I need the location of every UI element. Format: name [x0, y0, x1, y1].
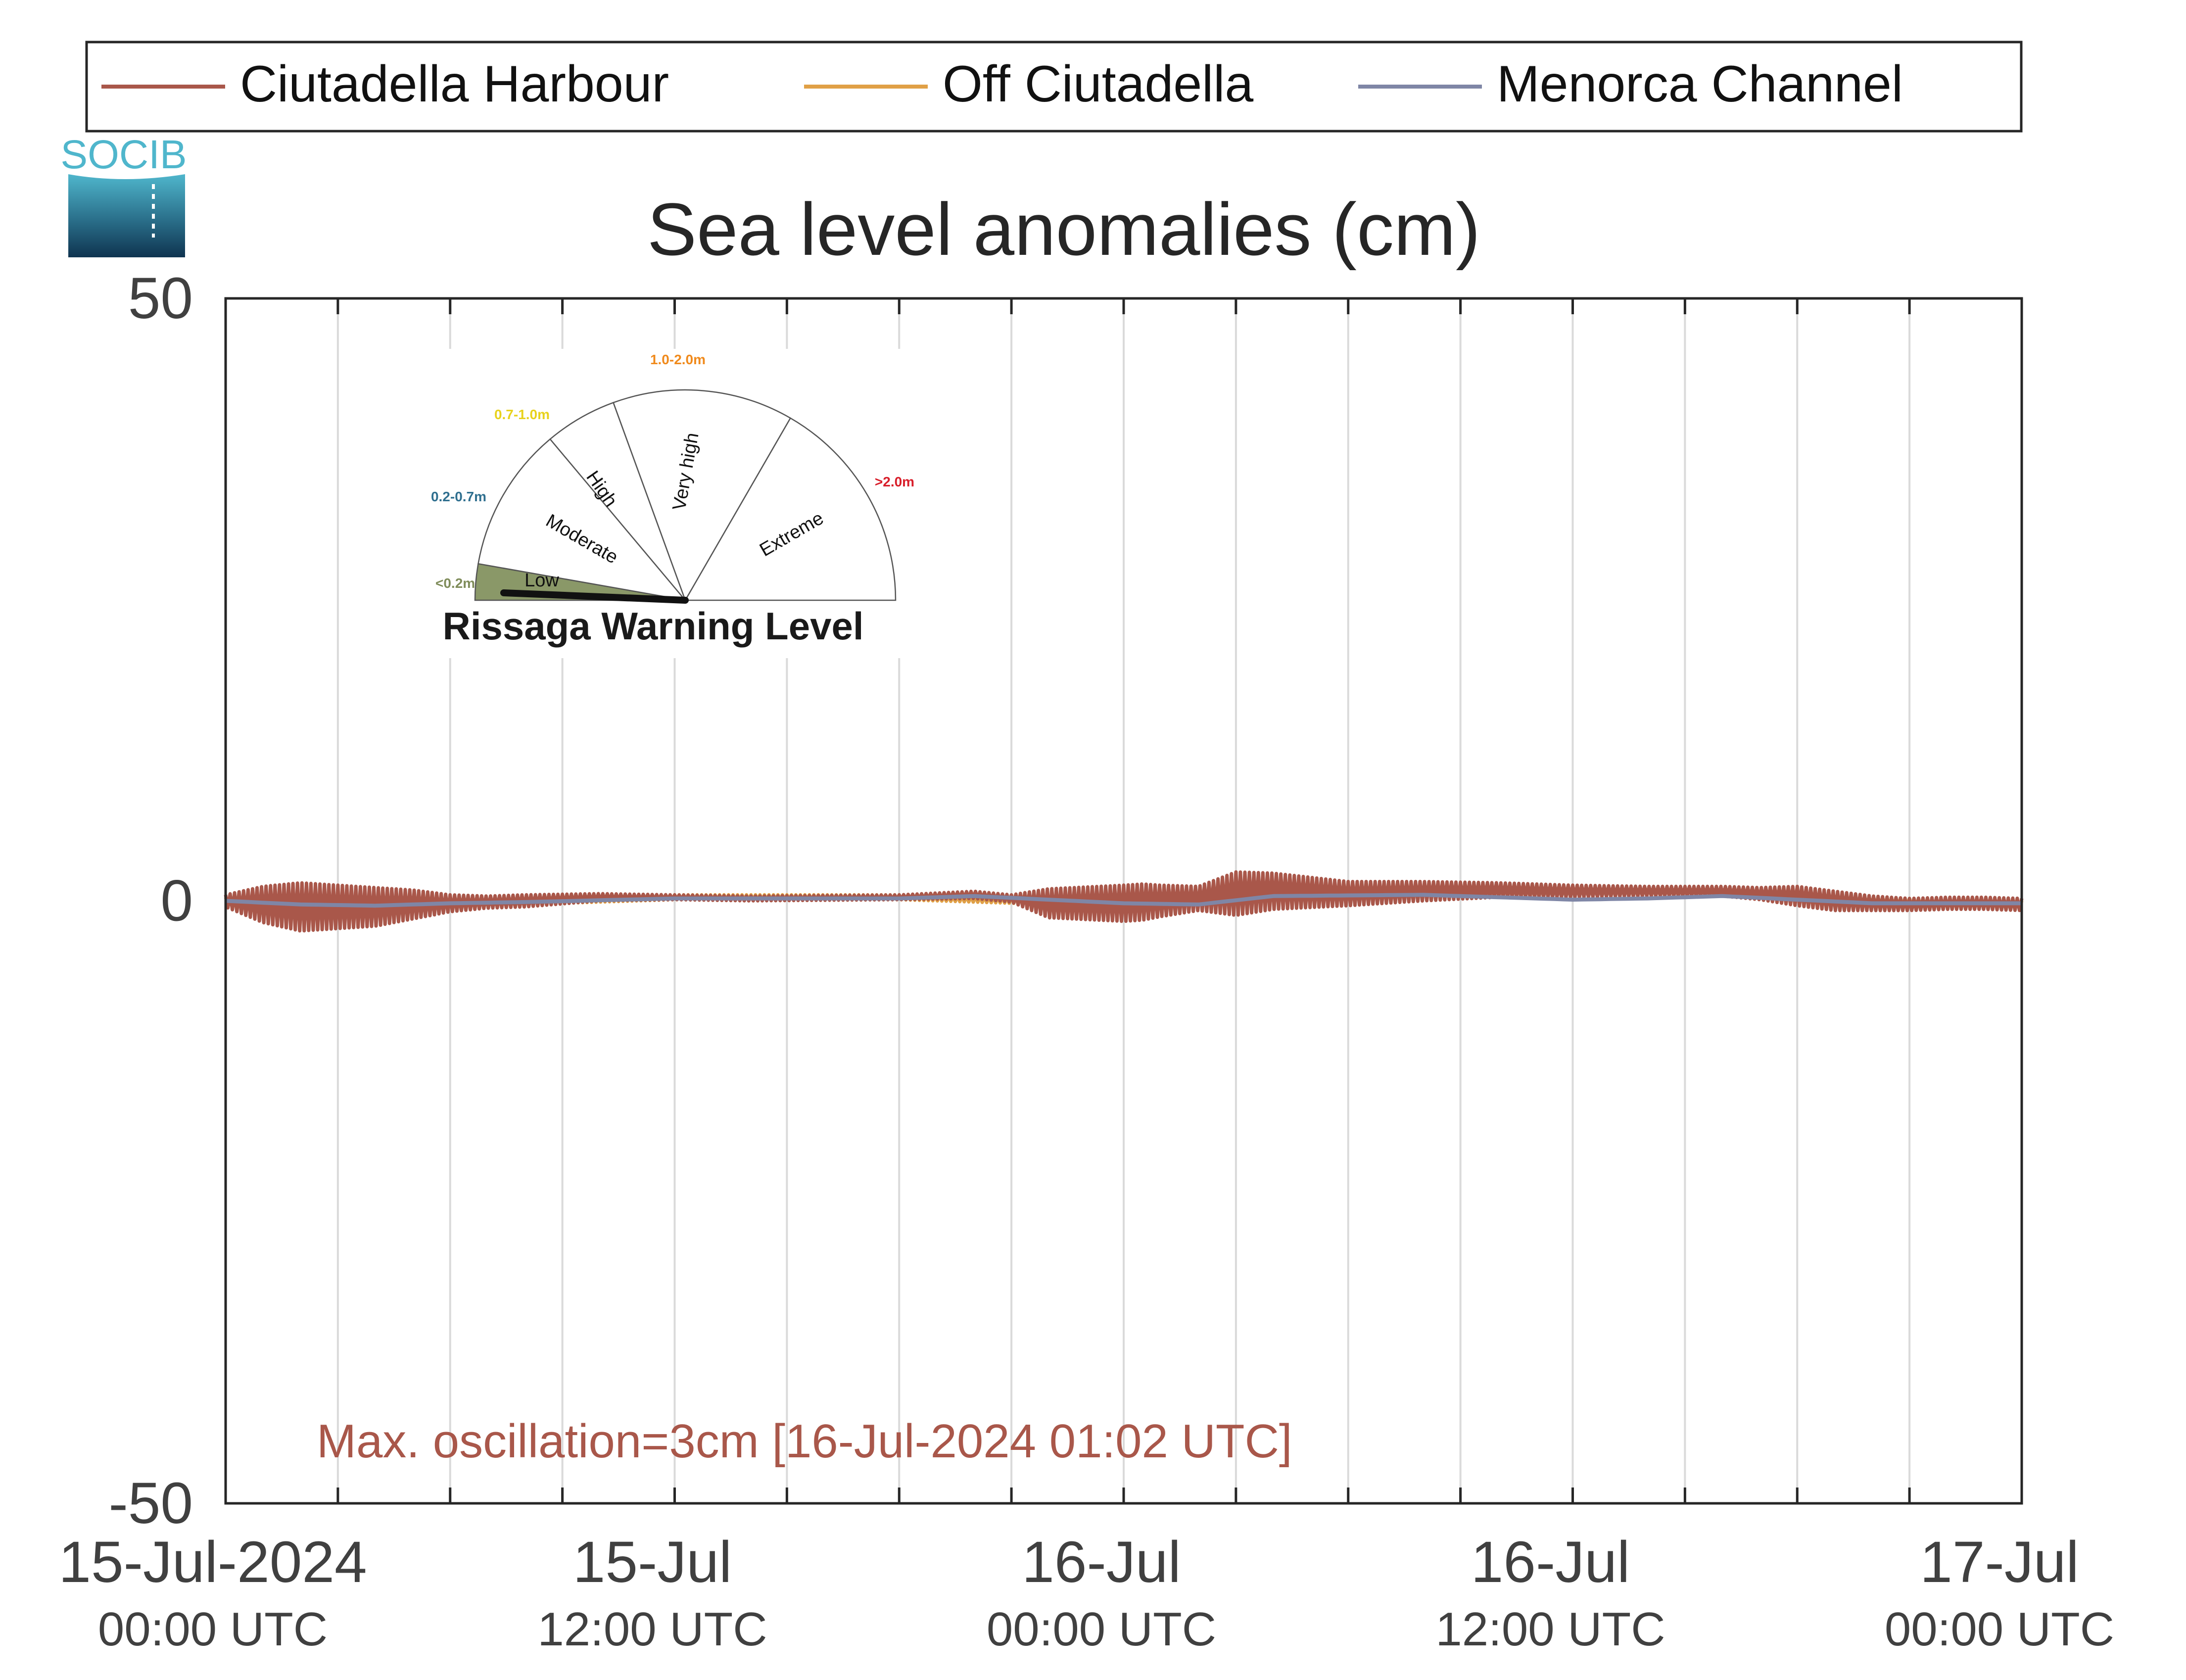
socib-logo-text: SOCIB — [60, 132, 187, 177]
legend-item-off-ciutadella: Off Ciutadella — [804, 55, 1253, 113]
x-tick-time: 12:00 UTC — [1435, 1603, 1665, 1656]
gauge-range-low: <0.2m — [435, 576, 475, 591]
x-tick-date: 15-Jul-2024 — [58, 1530, 367, 1595]
y-tick-label: -50 — [108, 1471, 193, 1536]
gauge-sector-moderate — [477, 438, 687, 601]
y-tick-label: 50 — [128, 266, 193, 331]
x-tick-date: 17-Jul — [1920, 1530, 2079, 1595]
legend-label: Ciutadella Harbour — [240, 55, 669, 113]
chart-title: Sea level anomalies (cm) — [647, 188, 1480, 271]
series-line-menorca-channel — [225, 893, 2022, 908]
x-tick-time: 00:00 UTC — [1885, 1603, 2114, 1656]
x-tick-date: 16-Jul — [1471, 1530, 1630, 1595]
series-layer — [224, 870, 2024, 933]
legend-items: Ciutadella Harbour Off Ciutadella Menorca … — [101, 55, 1903, 113]
legend-label: Menorca Channel — [1497, 55, 1903, 113]
socib-logo-wave — [68, 174, 185, 257]
x-tick-time: 00:00 UTC — [987, 1603, 1216, 1656]
y-tick-label: 0 — [160, 868, 193, 934]
x-tick-date: 16-Jul — [1022, 1530, 1181, 1595]
x-tick-time: 00:00 UTC — [98, 1603, 328, 1656]
legend-frame — [85, 41, 2023, 133]
x-axis-labels: 15-Jul-2024 00:00 UTC 15-Jul 12:00 UTC 16-Ju… — [58, 1530, 2114, 1656]
legend-item-ciutadella-harbour: Ciutadella Harbour — [101, 55, 669, 113]
y-axis-labels: 50 0 -50 — [108, 266, 193, 1536]
gauge-range-extreme: >2.0m — [875, 474, 914, 489]
legend-label: Off Ciutadella — [943, 55, 1253, 113]
gauge-sector-high — [549, 401, 686, 601]
gauge-needle — [500, 589, 689, 604]
gauge-range-high: 0.7-1.0m — [494, 407, 550, 422]
axis-ticks — [224, 298, 2023, 1503]
max-oscillation-note: Max. oscillation=3cm [16-Jul-2024 01:02 … — [317, 1415, 1292, 1468]
gauge-sector-very-high — [612, 389, 792, 602]
legend-item-menorca-channel: Menorca Channel — [1358, 55, 1903, 113]
x-tick-time: 12:00 UTC — [537, 1603, 767, 1656]
legend: Ciutadella Harbour Off Ciutadella Menorca … — [85, 41, 2023, 133]
gauge-range-moderate: 0.2-0.7m — [431, 489, 486, 504]
rissaga-gauge: <0.2m Low0.2-0.7mModerate0.7-1.0mHigh1.0-… — [402, 349, 926, 658]
gauge-title: Rissaga Warning Level — [442, 604, 863, 648]
gauge-range-very-high: 1.0-2.0m — [650, 352, 706, 367]
x-tick-date: 15-Jul — [573, 1530, 732, 1595]
socib-logo: SOCIB — [60, 132, 187, 257]
gauge-sector-extreme — [684, 417, 897, 601]
gauge-label-low: Low — [524, 570, 559, 591]
